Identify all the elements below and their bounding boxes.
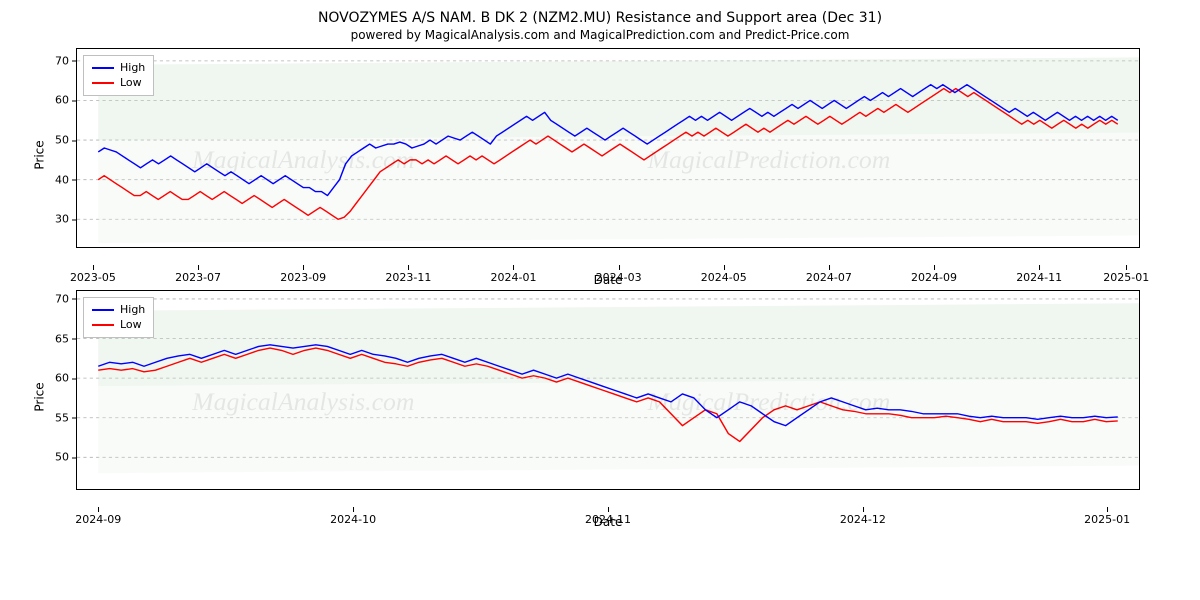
chart-panel-top: Price 3040506070 2023-052023-072023-0920… xyxy=(76,48,1140,248)
y-axis-bottom: 5055606570 xyxy=(33,291,73,489)
legend-item-low: Low xyxy=(92,75,145,90)
x-axis-label-bottom: Date xyxy=(594,515,623,529)
legend-label-low: Low xyxy=(120,75,142,90)
legend-top: High Low xyxy=(83,55,154,96)
chart-panel-bottom: Price 5055606570 2024-092024-102024-1120… xyxy=(76,290,1140,490)
y-axis-top: 3040506070 xyxy=(33,49,73,247)
legend-label-high: High xyxy=(120,60,145,75)
legend-label-low: Low xyxy=(120,317,142,332)
legend-swatch-low xyxy=(92,324,114,326)
legend-swatch-high xyxy=(92,67,114,69)
x-axis-label-top: Date xyxy=(594,273,623,287)
chart-title: NOVOZYMES A/S NAM. B DK 2 (NZM2.MU) Resi… xyxy=(20,10,1180,26)
legend-bottom: High Low xyxy=(83,297,154,338)
chart-subtitle: powered by MagicalAnalysis.com and Magic… xyxy=(20,28,1180,42)
legend-label-high: High xyxy=(120,302,145,317)
chart-svg-bottom xyxy=(77,291,1139,489)
legend-item-high: High xyxy=(92,302,145,317)
legend-item-high: High xyxy=(92,60,145,75)
chart-svg-top xyxy=(77,49,1139,247)
legend-item-low: Low xyxy=(92,317,145,332)
legend-swatch-high xyxy=(92,309,114,311)
legend-swatch-low xyxy=(92,82,114,84)
